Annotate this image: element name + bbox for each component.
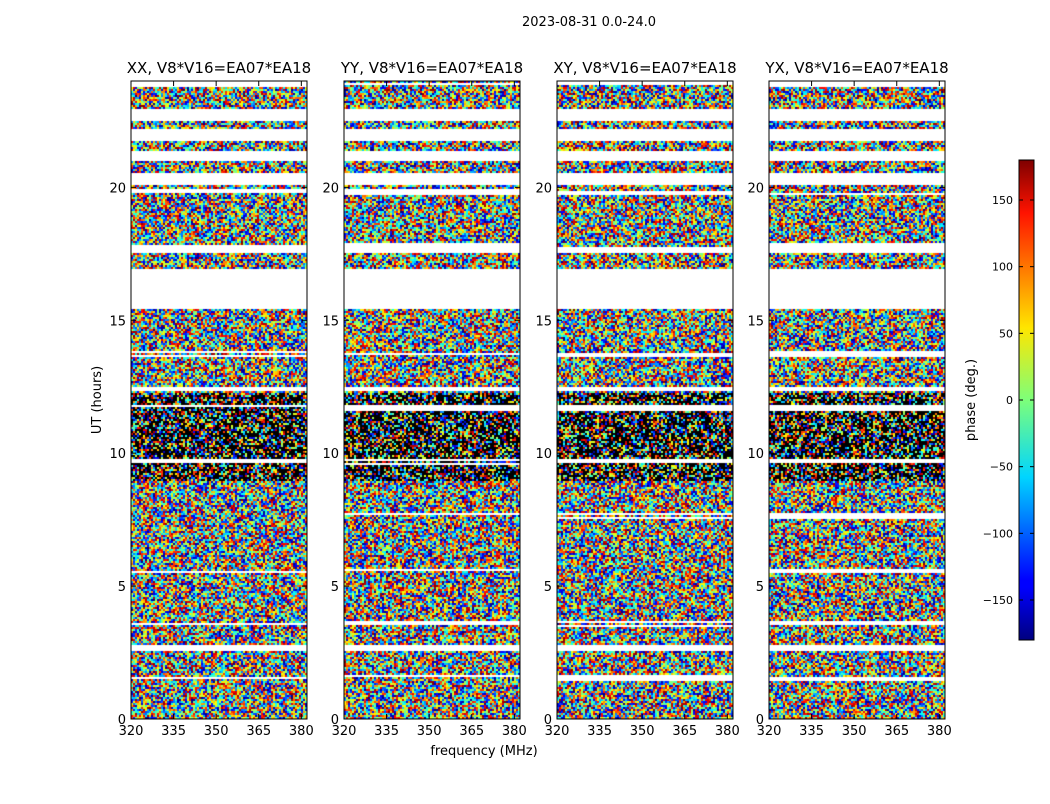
phase-heatmap xyxy=(769,81,945,719)
panel-xx: XX, V8*V16=EA07*EA18 320 335 350 365 380 0 5 10 1… xyxy=(109,59,313,739)
x-tick-label: 335 xyxy=(161,724,186,739)
y-axis-label: UT (hours) xyxy=(90,366,105,434)
colorbar-label: phase (deg.) xyxy=(964,359,979,441)
y-tick-label: 20 xyxy=(747,181,764,196)
x-tick-label: 335 xyxy=(799,724,824,739)
colorbar-tick-label: −50 xyxy=(990,461,1013,474)
y-tick-label: 15 xyxy=(109,314,126,329)
y-tick-label: 10 xyxy=(535,447,552,462)
y-tick-label: 20 xyxy=(535,181,552,196)
x-tick-label: 365 xyxy=(672,724,697,739)
panel-yx: YX, V8*V16=EA07*EA18 320 335 350 365 380 0 5 10 1… xyxy=(747,59,951,739)
y-tick-label: 10 xyxy=(747,447,764,462)
panel-frame xyxy=(768,80,946,720)
x-tick-label: 380 xyxy=(927,724,952,739)
colorbar-tick-label: 50 xyxy=(999,327,1013,340)
x-tick-label: 380 xyxy=(502,724,527,739)
panel-title: XY, V8*V16=EA07*EA18 xyxy=(553,59,736,77)
y-tick-label: 20 xyxy=(322,181,339,196)
x-tick-label: 380 xyxy=(289,724,314,739)
colorbar: −150 −100 −50 0 50 100 150 xyxy=(983,159,1035,641)
x-tick-label: 350 xyxy=(630,724,655,739)
phase-heatmap xyxy=(131,81,307,719)
y-tick-label: 5 xyxy=(756,580,764,595)
colorbar-tick-label: 150 xyxy=(992,194,1013,207)
y-tick-label: 0 xyxy=(118,713,126,728)
y-tick-label: 0 xyxy=(544,713,552,728)
colorbar-tick-label: −100 xyxy=(983,527,1013,540)
colorbar-tick-label: 0 xyxy=(1006,394,1013,407)
figure-suptitle: 2023-08-31 0.0-24.0 xyxy=(522,15,656,30)
y-tick-label: 5 xyxy=(544,580,552,595)
x-tick-label: 350 xyxy=(842,724,867,739)
panel-title: YX, V8*V16=EA07*EA18 xyxy=(764,59,948,77)
x-tick-label: 380 xyxy=(715,724,740,739)
y-tick-label: 10 xyxy=(322,447,339,462)
panel-title: XX, V8*V16=EA07*EA18 xyxy=(127,59,311,77)
panel-yy: YY, V8*V16=EA07*EA18 320 335 350 365 380 0 5 10 1… xyxy=(322,59,526,739)
x-tick-label: 335 xyxy=(587,724,612,739)
y-tick-label: 5 xyxy=(118,580,126,595)
panel-frame xyxy=(130,80,308,720)
x-tick-label: 365 xyxy=(459,724,484,739)
x-tick-label: 365 xyxy=(246,724,271,739)
panels-group: XX, V8*V16=EA07*EA18 320 335 350 365 380 0 5 10 1… xyxy=(109,59,951,739)
y-tick-label: 10 xyxy=(109,447,126,462)
x-tick-label: 320 xyxy=(119,724,144,739)
panel-title: YY, V8*V16=EA07*EA18 xyxy=(340,59,523,77)
panel-xy: XY, V8*V16=EA07*EA18 320 335 350 365 380 0 5 10 1… xyxy=(535,59,739,739)
y-tick-label: 0 xyxy=(756,713,764,728)
x-tick-label: 335 xyxy=(374,724,399,739)
x-axis-label: frequency (MHz) xyxy=(430,744,537,759)
x-tick-label: 365 xyxy=(884,724,909,739)
y-tick-label: 20 xyxy=(109,181,126,196)
panel-frame xyxy=(343,80,521,720)
y-tick-label: 0 xyxy=(331,713,339,728)
panel-frame xyxy=(556,80,734,720)
y-tick-label: 15 xyxy=(747,314,764,329)
x-tick-label: 320 xyxy=(545,724,570,739)
phase-heatmap xyxy=(557,81,733,719)
y-tick-label: 15 xyxy=(322,314,339,329)
x-tick-label: 320 xyxy=(332,724,357,739)
phase-heatmap xyxy=(344,81,520,719)
x-tick-label: 350 xyxy=(204,724,229,739)
y-tick-label: 5 xyxy=(331,580,339,595)
colorbar-tick-label: −150 xyxy=(983,594,1013,607)
x-tick-label: 320 xyxy=(757,724,782,739)
colorbar-tick-label: 100 xyxy=(992,261,1013,274)
x-tick-label: 350 xyxy=(417,724,442,739)
y-tick-label: 15 xyxy=(535,314,552,329)
